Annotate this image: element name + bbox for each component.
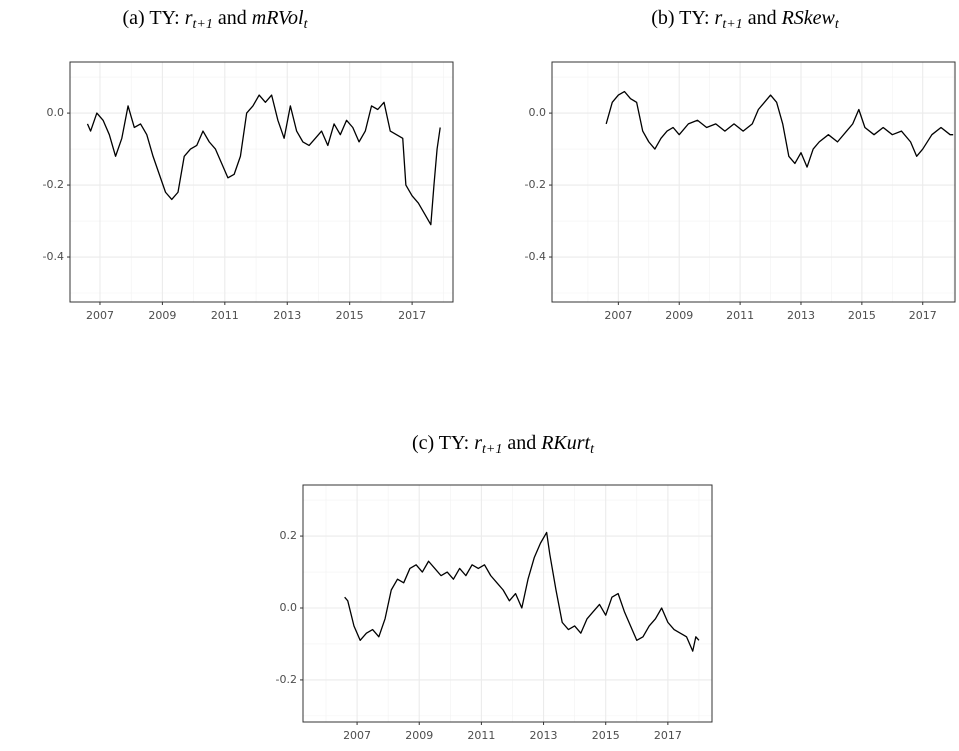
x-tick-label: 2009 — [405, 729, 433, 742]
plot-border — [69, 61, 454, 303]
x-tick-label: 2011 — [726, 309, 754, 322]
panel: (c) TY: rt+1 and RKurtt -0.2 0.0 0.2 2007 200… — [276, 432, 713, 742]
y-tick-label: 0.2 — [280, 529, 298, 542]
title-part: (a) TY: — [123, 7, 185, 29]
x-tick-label: 2015 — [848, 309, 876, 322]
x-tick-label: 2015 — [592, 729, 620, 742]
x-tick-label: 2017 — [909, 309, 937, 322]
title-part: t — [590, 442, 595, 457]
y-tick-label: -0.2 — [43, 178, 64, 191]
title-part: and — [502, 432, 541, 454]
x-tick-label: 2007 — [343, 729, 371, 742]
data-line — [86, 94, 441, 226]
y-tick-label: 0.0 — [47, 106, 65, 119]
title-part: r — [185, 7, 193, 29]
y-tick-label: -0.2 — [525, 178, 546, 191]
title-part: and — [213, 7, 252, 29]
x-tick-label: 2015 — [336, 309, 364, 322]
title-part: (c) TY: — [412, 432, 474, 454]
x-tick-label: 2017 — [398, 309, 426, 322]
y-tick-label: -0.2 — [276, 673, 297, 686]
panel-title: (a) TY: rt+1 and mRVolt — [123, 7, 309, 32]
title-part: and — [743, 7, 782, 29]
x-tick-label: 2011 — [211, 309, 239, 322]
x-tick-label: 2007 — [86, 309, 114, 322]
title-part: t+1 — [722, 17, 742, 32]
data-line — [605, 90, 954, 168]
title-part: t — [304, 17, 309, 32]
title-part: t+1 — [482, 442, 502, 457]
y-tick-label: 0.0 — [280, 601, 298, 614]
x-tick-label: 2009 — [148, 309, 176, 322]
x-tick-label: 2011 — [467, 729, 495, 742]
x-tick-label: 2013 — [530, 729, 558, 742]
title-part: RSkew — [781, 7, 836, 29]
title-part: r — [715, 7, 723, 29]
title-part: t — [835, 17, 840, 32]
panel: (a) TY: rt+1 and mRVolt -0.4 -0.2 0.0 2007 20… — [43, 7, 454, 322]
x-tick-label: 2009 — [665, 309, 693, 322]
title-part: t+1 — [193, 17, 213, 32]
title-part: r — [474, 432, 482, 454]
y-tick-label: -0.4 — [43, 250, 64, 263]
title-part: (b) TY: — [651, 7, 714, 29]
panel: (b) TY: rt+1 and RSkewt -0.4 -0.2 0.0 2007 20… — [525, 7, 956, 322]
y-tick-label: -0.4 — [525, 250, 546, 263]
x-tick-label: 2013 — [273, 309, 301, 322]
plot-border — [302, 484, 713, 723]
panel-title: (c) TY: rt+1 and RKurtt — [412, 432, 595, 457]
x-tick-label: 2007 — [604, 309, 632, 322]
title-part: RKurt — [540, 432, 590, 454]
y-tick-label: 0.0 — [529, 106, 547, 119]
x-tick-label: 2013 — [787, 309, 815, 322]
data-line — [344, 531, 700, 652]
x-tick-label: 2017 — [654, 729, 682, 742]
title-part: mRVol — [252, 7, 304, 29]
plot-border — [551, 61, 956, 303]
panel-title: (b) TY: rt+1 and RSkewt — [651, 7, 840, 32]
